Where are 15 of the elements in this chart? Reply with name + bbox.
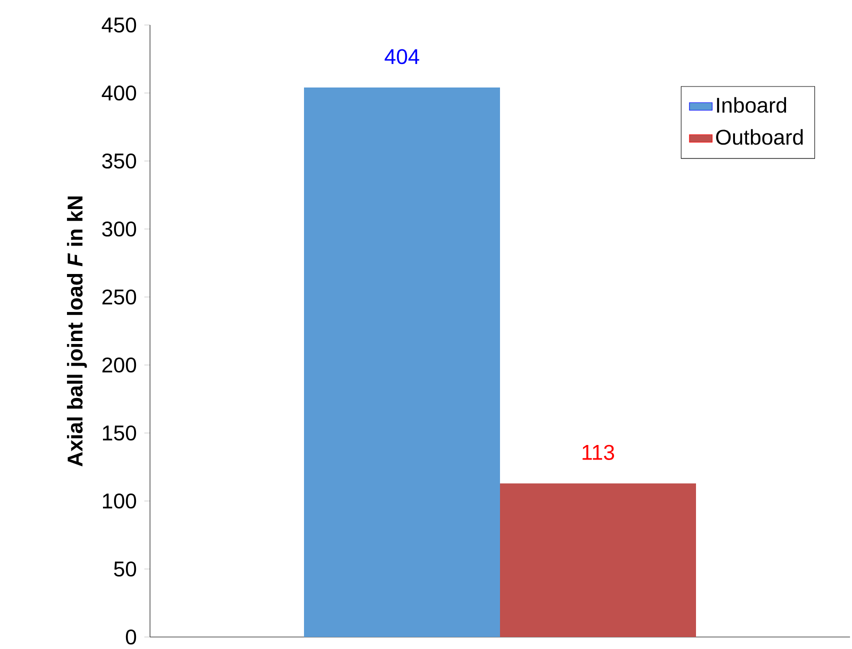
y-tick-label: 100 (102, 493, 136, 509)
data-label: 113 (582, 444, 614, 460)
y-tick-label: 200 (102, 357, 136, 373)
legend-label: Outboard (716, 129, 803, 145)
y-tick-label: 400 (102, 85, 136, 101)
y-tick-label: 0 (126, 629, 136, 645)
data-label: 404 (384, 49, 420, 64)
y-tick-label: 50 (114, 561, 136, 577)
y-tick-label: 300 (102, 221, 136, 237)
y-tick-label: 150 (102, 425, 136, 441)
y-tick-label: 350 (102, 153, 136, 169)
y-tick-label: 450 (102, 17, 136, 33)
legend-label: Inboard (717, 97, 786, 113)
y-axis-title: Axial ball joint load F in kN (66, 196, 87, 466)
y-tick-label: 250 (102, 289, 136, 305)
